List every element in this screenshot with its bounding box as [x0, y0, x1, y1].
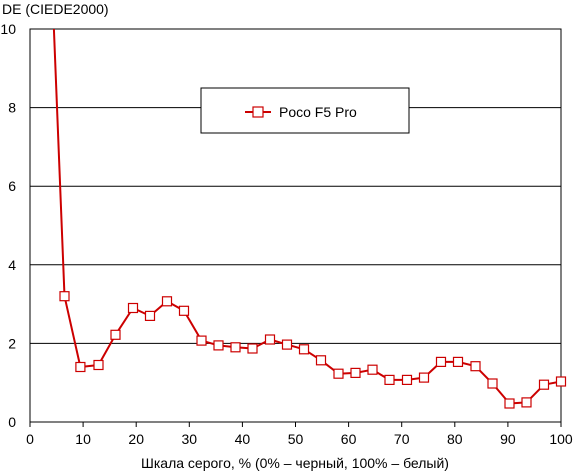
- data-point: [418, 372, 430, 383]
- data-point: [127, 302, 139, 314]
- data-point: [298, 344, 310, 355]
- legend: Poco F5 Pro: [200, 87, 410, 134]
- y-tick-label: 4: [8, 257, 16, 273]
- y-axis-label: DE (CIEDE2000): [2, 1, 109, 17]
- data-point: [178, 305, 190, 316]
- data-point: [93, 359, 104, 371]
- data-point: [144, 310, 156, 321]
- y-tick-label: 10: [0, 21, 16, 37]
- data-point: [213, 340, 224, 351]
- data-point: [110, 329, 121, 340]
- data-point: [555, 376, 567, 387]
- data-point: [384, 374, 395, 385]
- y-tick-label: 2: [8, 335, 16, 351]
- data-point: [230, 342, 241, 353]
- x-tick-label: 0: [26, 431, 34, 447]
- x-tick-label: 40: [235, 431, 251, 447]
- data-point: [196, 335, 207, 346]
- data-point: [315, 355, 327, 366]
- x-tick-label: 60: [341, 431, 357, 447]
- data-point: [161, 296, 173, 307]
- legend-box: [200, 87, 410, 134]
- x-tick-label: 20: [128, 431, 144, 447]
- y-tick-labels: 0 2 4 6 8 10: [0, 21, 16, 430]
- data-point: [401, 374, 413, 385]
- data-point: [470, 361, 481, 372]
- legend-marker: [252, 106, 264, 118]
- x-tick-label: 100: [549, 431, 573, 447]
- legend-label: Poco F5 Pro: [279, 104, 357, 120]
- data-point: [350, 367, 361, 378]
- data-point: [521, 397, 532, 408]
- y-tick-label: 0: [8, 414, 16, 430]
- data-point: [247, 343, 258, 354]
- series-group: [52, 28, 567, 409]
- x-tick-label: 80: [447, 431, 463, 447]
- data-point: [538, 379, 550, 390]
- data-point: [452, 356, 464, 367]
- x-tick-labels: 0 10 20 30 40 50 60 70 80 90 100: [26, 422, 573, 447]
- data-point: [75, 361, 86, 373]
- data-point: [435, 356, 447, 367]
- y-tick-label: 6: [8, 178, 16, 194]
- x-tick-label: 50: [288, 431, 304, 447]
- data-point: [281, 339, 293, 350]
- x-tick-label: 70: [394, 431, 410, 447]
- x-tick-label: 30: [182, 431, 198, 447]
- data-point: [367, 364, 378, 375]
- x-axis-label: Шкала серого, % (0% – черный, 100% – бел…: [141, 455, 449, 471]
- y-tick-label: 8: [8, 100, 16, 116]
- x-tick-label: 10: [75, 431, 91, 447]
- data-point: [487, 378, 498, 389]
- grid-lines: [30, 107, 561, 344]
- data-point: [504, 398, 515, 409]
- data-point: [59, 291, 70, 302]
- data-point: [264, 334, 276, 345]
- data-point: [333, 368, 344, 379]
- x-tick-label: 90: [500, 431, 516, 447]
